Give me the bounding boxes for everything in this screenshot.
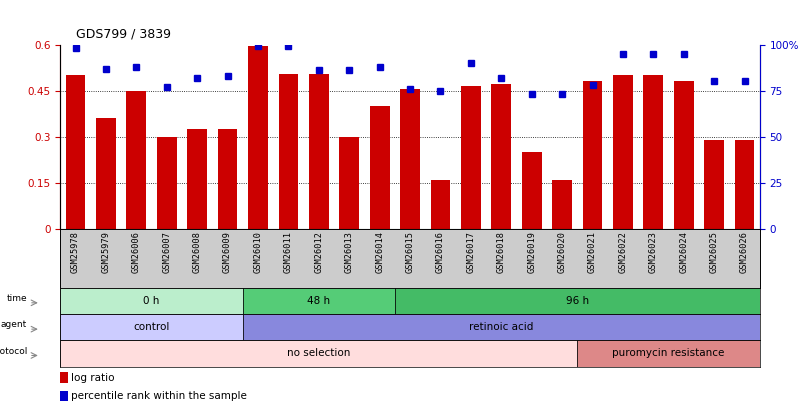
Text: GSM26010: GSM26010 [253,230,262,273]
Bar [218,129,237,229]
Bar [60,288,243,314]
Bar [582,81,601,229]
Bar [60,372,68,383]
Text: GSM26008: GSM26008 [193,230,202,273]
Bar [187,129,207,229]
Text: GSM26022: GSM26022 [618,230,626,273]
Bar [369,106,389,229]
Bar [278,74,298,229]
Bar [491,85,511,229]
Text: GSM26025: GSM26025 [709,230,718,273]
Bar [60,391,68,401]
Text: GSM26013: GSM26013 [344,230,353,273]
Bar [60,340,577,367]
Text: log ratio: log ratio [71,373,115,382]
Bar [734,140,753,229]
Text: 96 h: 96 h [565,296,588,306]
Bar [400,89,419,229]
Bar [552,180,571,229]
Text: GSM26026: GSM26026 [739,230,748,273]
Text: GSM26014: GSM26014 [375,230,384,273]
Bar [673,81,693,229]
Bar [243,314,759,340]
Bar [243,288,394,314]
Bar [66,75,85,229]
Bar [612,75,632,229]
Text: 48 h: 48 h [307,296,330,306]
Text: control: control [133,322,169,332]
Text: time: time [6,294,27,303]
Text: GSM26017: GSM26017 [466,230,475,273]
Text: GSM25978: GSM25978 [71,230,80,273]
Text: GSM26018: GSM26018 [496,230,505,273]
Text: GSM26015: GSM26015 [405,230,414,273]
Bar [157,137,177,229]
Bar [60,314,243,340]
Bar [642,75,662,229]
Text: GSM26020: GSM26020 [557,230,566,273]
Text: GSM26012: GSM26012 [314,230,323,273]
Bar [521,152,541,229]
Bar [577,340,759,367]
Bar [460,86,480,229]
Bar [96,118,116,229]
Text: GSM26023: GSM26023 [648,230,657,273]
Bar [248,46,267,229]
Bar [308,74,328,229]
Text: agent: agent [1,320,27,329]
Bar [394,288,759,314]
Text: GSM26011: GSM26011 [283,230,292,273]
Text: growth protocol: growth protocol [0,347,27,356]
Text: GSM26021: GSM26021 [587,230,597,273]
Bar [703,140,724,229]
Text: puromycin resistance: puromycin resistance [612,348,724,358]
Bar [126,91,146,229]
Text: retinoic acid: retinoic acid [468,322,533,332]
Bar [339,137,359,229]
Text: GSM26019: GSM26019 [527,230,536,273]
Text: percentile rank within the sample: percentile rank within the sample [71,391,247,401]
Text: GSM25979: GSM25979 [101,230,110,273]
Text: GSM26006: GSM26006 [132,230,141,273]
Text: GSM26024: GSM26024 [679,230,687,273]
Text: GDS799 / 3839: GDS799 / 3839 [76,28,171,40]
Text: GSM26007: GSM26007 [162,230,171,273]
Text: GSM26016: GSM26016 [435,230,444,273]
Text: GSM26009: GSM26009 [222,230,232,273]
Bar [430,180,450,229]
Text: 0 h: 0 h [143,296,160,306]
Text: no selection: no selection [287,348,350,358]
